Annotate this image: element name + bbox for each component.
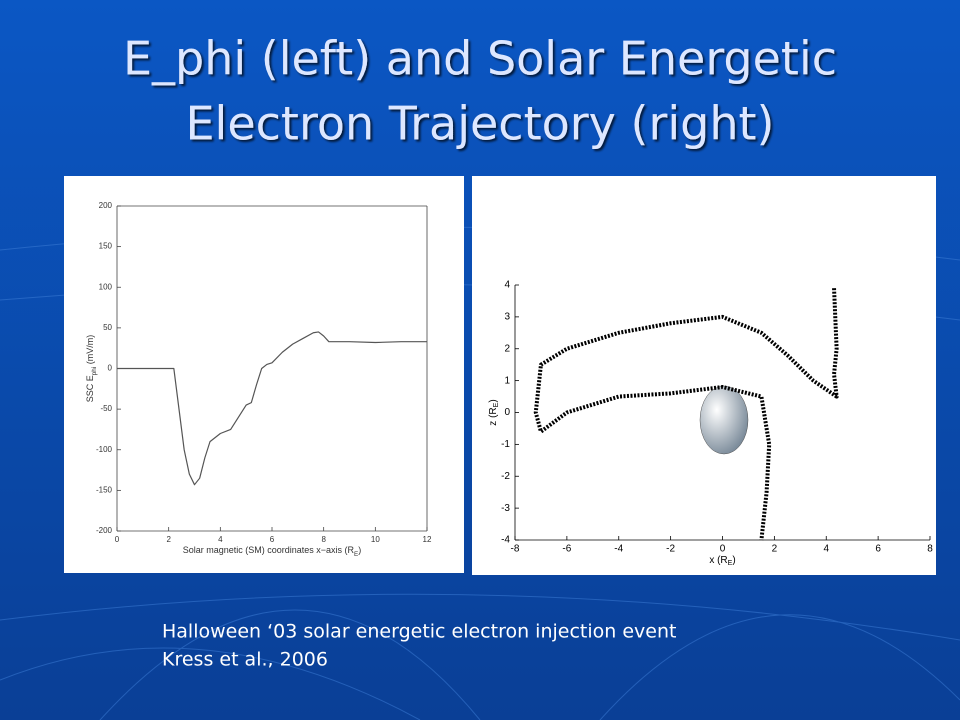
y-tick-label: -2: [501, 471, 510, 482]
axis-label-part: E: [493, 402, 500, 407]
left-panel: [64, 176, 464, 573]
x-tick-label: 4: [823, 544, 829, 555]
x-tick-label: 0: [720, 544, 726, 555]
x-tick-label: -6: [562, 544, 571, 555]
axis-label-part: z (R: [488, 407, 499, 425]
axis-label: Solar magnetic (SM) coordinates x−axis (…: [183, 545, 362, 558]
y-tick-label: -200: [96, 526, 113, 535]
axis-label-part: E: [728, 560, 733, 567]
y-tick-label: 1: [504, 375, 510, 386]
y-tick-label: 3: [504, 312, 510, 323]
axis-label-part: ): [358, 545, 361, 555]
y-tick-label: -100: [96, 445, 113, 454]
y-tick-label: 4: [504, 280, 510, 291]
x-tick-label: 8: [321, 535, 326, 544]
axis-label: z (RE): [488, 399, 501, 425]
axis-label-part: phi: [91, 367, 98, 375]
axis-label-part: (mV/m): [85, 335, 95, 367]
axis-label: x (RE): [709, 555, 735, 568]
x-tick-label: 2: [166, 535, 171, 544]
x-tick-label: 2: [772, 544, 778, 555]
x-tick-label: 6: [875, 544, 881, 555]
x-tick-label: -2: [666, 544, 675, 555]
x-tick-label: 8: [927, 544, 933, 555]
y-tick-label: -3: [501, 503, 510, 514]
x-tick-label: 0: [115, 535, 120, 544]
axis-label-part: x (R: [709, 555, 727, 566]
y-tick-label: -1: [501, 439, 510, 450]
y-tick-label: 2: [504, 343, 510, 354]
x-tick-label: 6: [270, 535, 275, 544]
axis-label-part: Solar magnetic (SM) coordinates x−axis (…: [183, 545, 355, 555]
y-tick-label: 50: [103, 323, 112, 332]
x-tick-label: 4: [218, 535, 223, 544]
axis-label-part: SSC E: [85, 375, 95, 402]
slide-title: E_phi (left) and Solar Energetic: [123, 32, 837, 86]
y-tick-label: 100: [99, 282, 113, 291]
axis-label-part: ): [732, 555, 735, 566]
y-tick-label: -50: [100, 404, 112, 413]
caption: Halloween ‘03 solar energetic electron i…: [162, 621, 676, 643]
x-tick-label: 12: [423, 535, 432, 544]
right-panel: [472, 176, 936, 575]
x-tick-label: 10: [371, 535, 380, 544]
y-tick-label: 0: [108, 364, 113, 373]
y-tick-label: 0: [504, 407, 510, 418]
earth: [699, 385, 749, 455]
y-tick-label: -4: [501, 535, 510, 546]
data-line: [533, 288, 839, 541]
slide-title: Electron Trajectory (right): [185, 97, 774, 151]
caption: Kress et al., 2006: [162, 649, 328, 671]
efield-chart: 0 2 4 6 8 10 12 -200 -150 -100 -50 0 50 100 150 200 Sola…: [85, 201, 432, 558]
axis-label: SSC Ephi (mV/m): [85, 335, 98, 402]
axis-label-part: E: [354, 551, 358, 558]
x-tick-label: -8: [511, 544, 520, 555]
y-tick-label: 150: [99, 242, 113, 251]
y-tick-label: 200: [99, 201, 113, 210]
y-tick-label: -150: [96, 485, 113, 494]
x-tick-label: -4: [614, 544, 623, 555]
axis-label-part: ): [488, 399, 499, 402]
data-line: [117, 331, 427, 486]
